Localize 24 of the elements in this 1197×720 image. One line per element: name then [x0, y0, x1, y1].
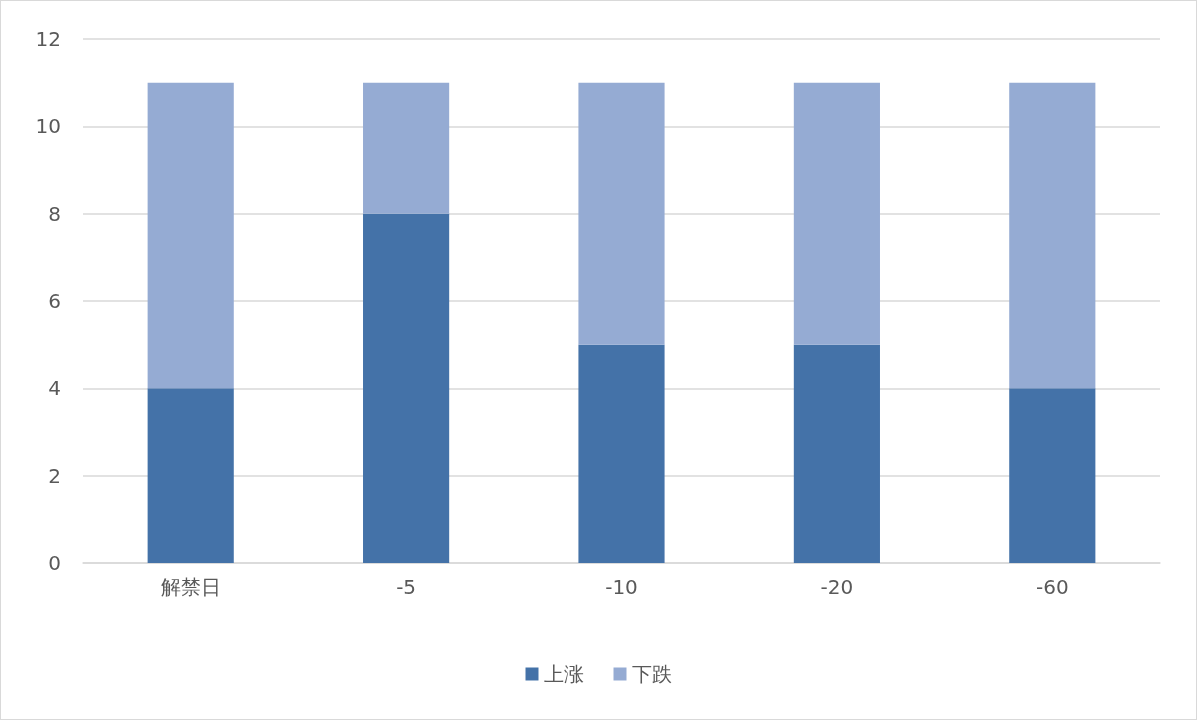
bar — [147, 388, 234, 563]
y-tick-label: 4 — [48, 376, 61, 401]
y-tick-label: 6 — [48, 289, 61, 313]
y-tick-label: 12 — [35, 27, 61, 51]
x-tick-label: -60 — [1035, 575, 1069, 599]
bar — [1009, 82, 1096, 389]
x-tick-label: 解禁日 — [160, 575, 221, 599]
x-tick-label: -20 — [820, 575, 854, 599]
y-tick-label: 0 — [48, 551, 61, 575]
bar — [578, 344, 665, 563]
legend-label: 下跌 — [631, 662, 672, 686]
y-tick-label: 10 — [35, 114, 61, 139]
bar — [793, 344, 880, 563]
x-tick-label: -10 — [605, 575, 638, 599]
x-tick-label: -5 — [396, 575, 417, 599]
y-tick-label: 2 — [48, 463, 61, 488]
bar — [363, 82, 450, 214]
bar — [147, 82, 234, 389]
bar — [578, 82, 665, 345]
bar — [1009, 388, 1096, 563]
legend-label: 上涨 — [543, 662, 584, 686]
bar — [363, 213, 450, 563]
y-tick-label: 8 — [48, 201, 61, 226]
bar — [793, 82, 880, 345]
